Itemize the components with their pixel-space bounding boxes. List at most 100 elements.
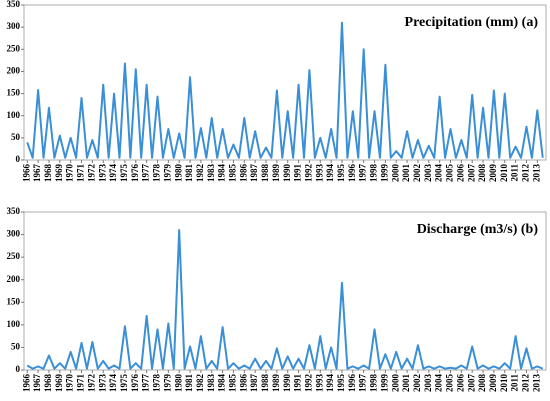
chart-title: Discharge (m3/s) (b) <box>417 222 539 237</box>
x-tick-label: 1977 <box>141 164 151 183</box>
x-tick-label: 1972 <box>86 164 96 183</box>
y-tick-label: 300 <box>7 21 21 31</box>
y-tick-label: 50 <box>11 132 21 142</box>
y-tick-label: 150 <box>7 88 21 98</box>
x-tick-label: 1971 <box>76 164 86 183</box>
y-tick-label: 200 <box>7 65 21 75</box>
x-tick-label: 1994 <box>325 164 335 183</box>
x-tick-label: 1999 <box>379 164 389 183</box>
x-tick-label: 1991 <box>293 374 303 393</box>
x-tick-label: 1992 <box>303 374 313 393</box>
x-tick-label: 2002 <box>412 164 422 183</box>
x-tick-label: 2009 <box>488 374 498 393</box>
x-tick-label: 1986 <box>238 374 248 393</box>
x-tick-label: 1979 <box>162 374 172 393</box>
x-tick-label: 2005 <box>445 374 455 393</box>
x-tick-label: 1999 <box>379 374 389 393</box>
x-tick-label: 2002 <box>412 374 422 393</box>
x-tick-label: 2011 <box>510 374 520 392</box>
x-tick-label: 2004 <box>434 164 444 183</box>
x-tick-label: 2011 <box>510 164 520 182</box>
x-tick-label: 1988 <box>260 374 270 393</box>
x-tick-label: 1978 <box>152 374 162 393</box>
y-tick-label: 200 <box>7 274 21 284</box>
x-tick-label: 1989 <box>271 374 281 393</box>
x-tick-label: 2001 <box>401 374 411 393</box>
x-tick-label: 1992 <box>303 164 313 183</box>
x-tick-label: 1969 <box>54 164 64 183</box>
x-tick-label: 1977 <box>141 374 151 393</box>
x-tick-label: 1969 <box>54 374 64 393</box>
x-tick-label: 1985 <box>228 374 238 393</box>
x-tick-label: 2000 <box>390 374 400 393</box>
x-tick-label: 1997 <box>358 164 368 183</box>
x-tick-label: 2001 <box>401 164 411 183</box>
x-tick-label: 2010 <box>499 164 509 183</box>
x-tick-label: 1972 <box>86 374 96 393</box>
x-tick-label: 1997 <box>358 374 368 393</box>
y-tick-label: 50 <box>11 341 21 351</box>
x-tick-label: 1998 <box>369 164 379 183</box>
x-tick-label: 1993 <box>314 374 324 393</box>
x-tick-label: 2009 <box>488 164 498 183</box>
x-tick-label: 1990 <box>282 164 292 183</box>
data-line <box>26 21 544 159</box>
x-tick-label: 1976 <box>130 374 140 393</box>
x-tick-label: 1986 <box>238 164 248 183</box>
x-tick-label: 1973 <box>97 374 107 393</box>
x-tick-label: 1970 <box>65 164 75 183</box>
x-tick-label: 1984 <box>217 374 227 393</box>
x-tick-label: 1981 <box>184 164 194 183</box>
x-tick-label: 1982 <box>195 374 205 393</box>
x-tick-label: 1980 <box>173 164 183 183</box>
y-tick-label: 0 <box>16 364 21 374</box>
x-tick-label: 1998 <box>369 374 379 393</box>
x-tick-label: 2007 <box>466 374 476 393</box>
x-tick-label: 1996 <box>347 164 357 183</box>
x-tick-label: 1976 <box>130 164 140 183</box>
x-tick-label: 1983 <box>206 374 216 393</box>
y-tick-label: 350 <box>7 0 21 9</box>
x-tick-label: 1984 <box>217 164 227 183</box>
x-tick-label: 1967 <box>32 374 42 393</box>
x-tick-label: 2006 <box>455 164 465 183</box>
x-tick-label: 1970 <box>65 374 75 393</box>
x-tick-label: 1989 <box>271 164 281 183</box>
x-tick-label: 1995 <box>336 164 346 183</box>
x-tick-label: 1991 <box>293 164 303 183</box>
x-tick-label: 2008 <box>477 374 487 393</box>
x-tick-label: 2012 <box>521 164 531 183</box>
x-tick-label: 2013 <box>531 164 541 183</box>
x-tick-label: 1979 <box>162 164 172 183</box>
x-tick-label: 2004 <box>434 374 444 393</box>
x-tick-label: 1971 <box>76 374 86 393</box>
x-tick-label: 2008 <box>477 164 487 183</box>
x-tick-label: 2003 <box>423 164 433 183</box>
x-tick-label: 1990 <box>282 374 292 393</box>
y-tick-label: 250 <box>7 251 21 261</box>
x-tick-label: 1975 <box>119 164 129 183</box>
y-tick-label: 300 <box>7 229 21 239</box>
x-tick-label: 1987 <box>249 164 259 183</box>
y-tick-label: 250 <box>7 43 21 53</box>
x-tick-label: 2005 <box>445 164 455 183</box>
x-tick-label: 2000 <box>390 164 400 183</box>
x-tick-label: 1980 <box>173 374 183 393</box>
x-tick-label: 1968 <box>43 164 53 183</box>
x-tick-label: 1978 <box>152 164 162 183</box>
x-tick-label: 1994 <box>325 374 335 393</box>
x-tick-label: 1973 <box>97 164 107 183</box>
x-tick-label: 1974 <box>108 374 118 393</box>
y-tick-label: 150 <box>7 296 21 306</box>
x-tick-label: 1967 <box>32 164 42 183</box>
x-tick-label: 1981 <box>184 374 194 393</box>
chart-title: Precipitation (mm) (a) <box>405 15 539 30</box>
x-tick-label: 1985 <box>228 164 238 183</box>
x-tick-label: 2006 <box>455 374 465 393</box>
x-tick-label: 1996 <box>347 374 357 393</box>
y-tick-label: 0 <box>16 154 21 164</box>
plot-frame <box>23 4 547 161</box>
x-tick-label: 2003 <box>423 374 433 393</box>
x-tick-label: 2012 <box>521 374 531 393</box>
